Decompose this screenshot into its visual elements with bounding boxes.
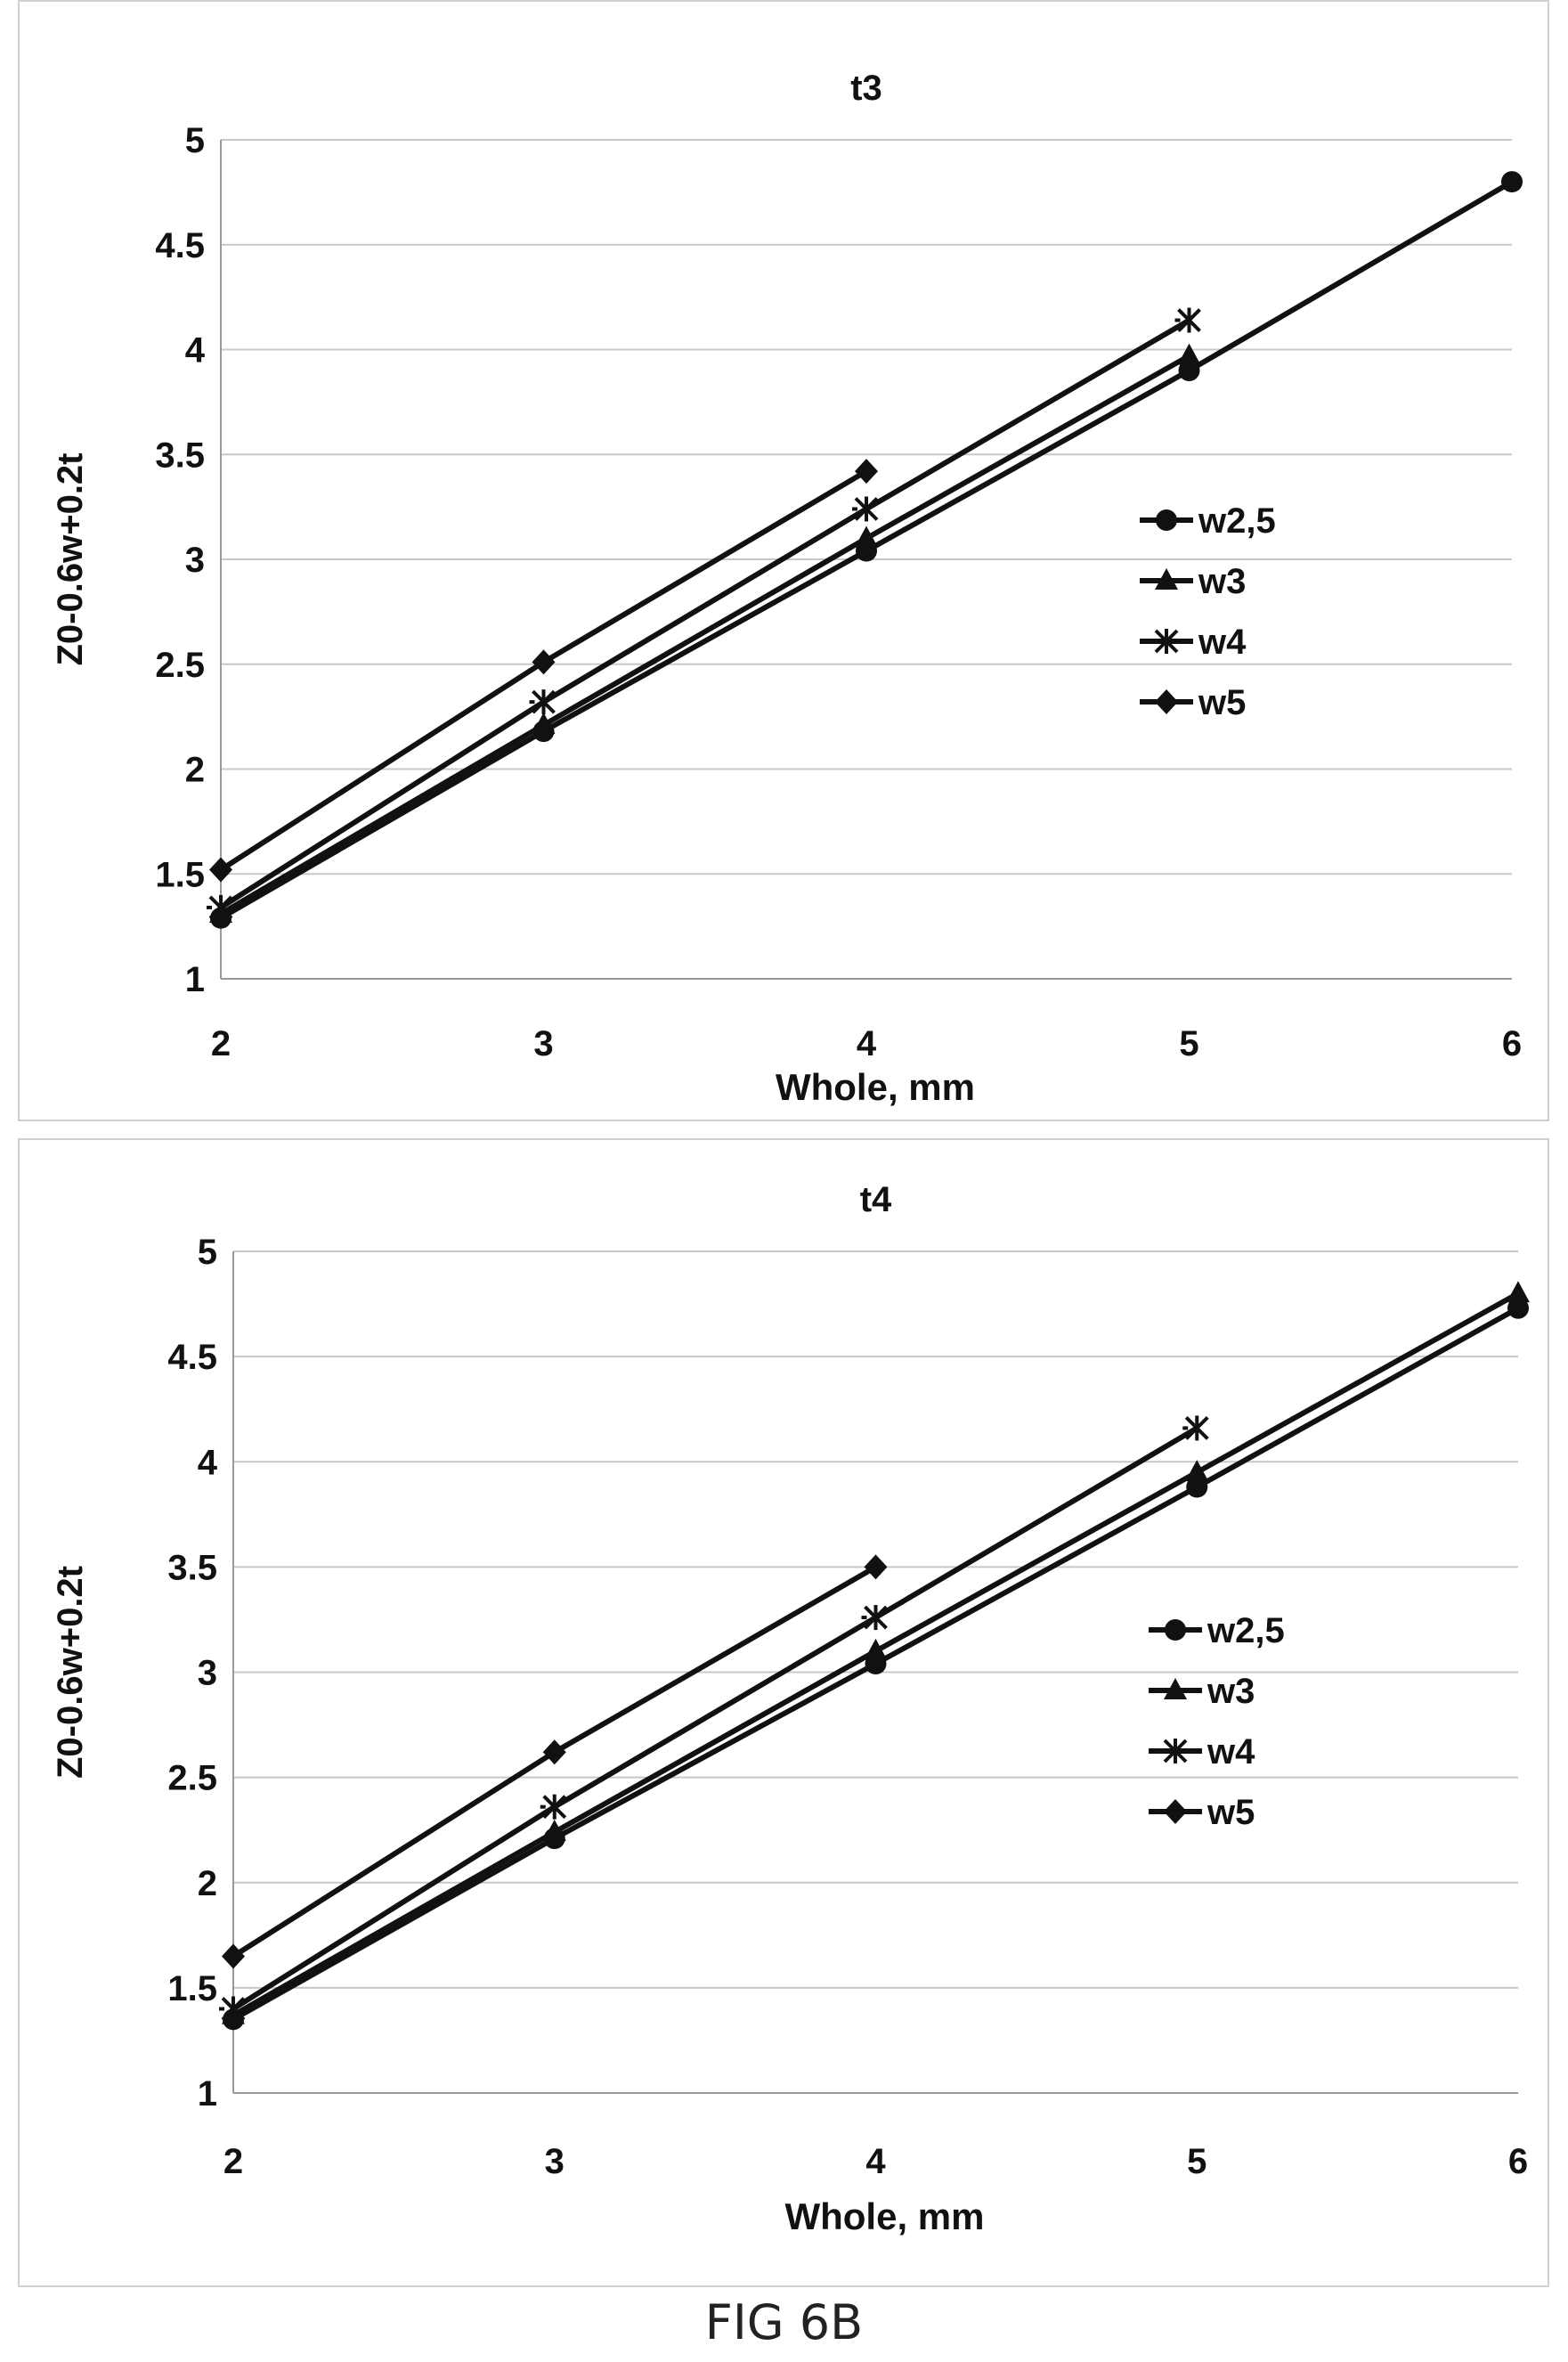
data-point — [1507, 1281, 1530, 1303]
legend-marker — [1152, 629, 1179, 654]
x-axis-label: Whole, mm — [776, 1066, 975, 1108]
y-tick-label: 2.5 — [155, 646, 205, 685]
x-tick-label: 3 — [533, 1024, 553, 1063]
legend-marker — [1164, 1678, 1187, 1699]
y-tick-label: 1 — [185, 960, 205, 999]
chart-t3-svg: t3 1 1.5 2 2.5 3 3.5 4 4.5 5 2 3 4 5 6 Whole, mm Z0-0.6w… — [51, 69, 1523, 1108]
chart-title: t3 — [850, 69, 882, 108]
figure-caption: FIG 6B — [704, 2294, 864, 2350]
legend-marker — [1155, 568, 1178, 590]
y-tick-label: 5 — [185, 121, 205, 160]
data-point — [542, 1820, 566, 1842]
y-tick-label: 1.5 — [167, 1969, 217, 2008]
legend-label: w4 — [1206, 1732, 1255, 1772]
data-point — [864, 1554, 888, 1580]
legend-marker — [1156, 509, 1177, 531]
data-point — [532, 713, 556, 735]
legend-label: w4 — [1198, 623, 1247, 662]
x-tick-label: 6 — [1508, 2142, 1528, 2181]
data-point — [540, 1794, 567, 1820]
chart-t3: t3 1 1.5 2 2.5 3 3.5 4 4.5 5 2 3 4 5 6 Whole, mm Z0-0.6w… — [18, 0, 1549, 1121]
y-tick-label: 4.5 — [155, 226, 205, 265]
legend-label: w2,5 — [1206, 1611, 1285, 1650]
y-tick-label: 3 — [185, 541, 205, 580]
x-tick-label: 2 — [223, 2142, 243, 2181]
data-point — [1177, 343, 1201, 365]
legend-marker — [1155, 689, 1178, 714]
data-point — [1178, 360, 1200, 382]
x-tick-label: 4 — [857, 1024, 877, 1063]
data-point — [861, 1605, 888, 1631]
y-tick-label: 2 — [198, 1864, 217, 1903]
legend-label: w5 — [1206, 1793, 1255, 1832]
data-point — [219, 1996, 246, 2022]
data-point — [852, 496, 879, 522]
chart-t4-svg: t4 1 1.5 2 2.5 3 3.5 4 4.5 5 2 3 4 5 6 Whole, mm Z0-0.6w… — [51, 1180, 1530, 2237]
x-tick-label: 2 — [211, 1024, 231, 1063]
data-point — [222, 1943, 245, 1969]
y-tick-label: 4.5 — [167, 1338, 217, 1377]
y-tick-label: 3 — [198, 1654, 217, 1693]
x-axis-label: Whole, mm — [784, 2195, 984, 2237]
legend-marker — [1161, 1739, 1188, 1763]
x-tick-label: 5 — [1187, 2142, 1206, 2181]
data-point — [1185, 1460, 1209, 1482]
y-tick-label: 1 — [198, 2074, 217, 2114]
y-tick-label: 1.5 — [155, 855, 205, 894]
data-point — [529, 689, 556, 715]
legend-marker — [1164, 1799, 1187, 1824]
legend-label: w5 — [1198, 683, 1246, 722]
legend-label: w3 — [1206, 1672, 1255, 1711]
data-point — [864, 1638, 888, 1660]
y-axis-label: Z0-0.6w+0.2t — [51, 1566, 90, 1779]
data-point — [542, 1739, 566, 1765]
x-tick-label: 4 — [865, 2142, 886, 2181]
legend-label: w3 — [1198, 562, 1246, 601]
y-tick-label: 2 — [185, 751, 205, 790]
y-tick-label: 5 — [198, 1233, 217, 1272]
legend-marker — [1165, 1619, 1186, 1641]
data-point — [855, 525, 878, 548]
data-point — [532, 649, 556, 675]
chart-title: t4 — [860, 1180, 892, 1219]
y-tick-label: 4 — [185, 331, 206, 371]
data-point — [855, 459, 878, 485]
y-tick-label: 3.5 — [167, 1548, 217, 1587]
data-point — [1501, 171, 1523, 193]
legend-label: w2,5 — [1198, 501, 1276, 541]
y-tick-label: 3.5 — [155, 436, 205, 475]
series-line-w3 — [219, 353, 1190, 916]
y-tick-label: 4 — [198, 1443, 218, 1482]
chart-t4: t4 1 1.5 2 2.5 3 3.5 4 4.5 5 2 3 4 5 6 Whole, mm Z0-0.6w… — [18, 1138, 1549, 2287]
series-line-w4 — [219, 317, 1191, 910]
data-point — [1174, 307, 1201, 333]
x-tick-label: 6 — [1502, 1024, 1522, 1063]
y-tick-label: 2.5 — [167, 1759, 217, 1798]
x-tick-label: 3 — [545, 2142, 565, 2181]
data-point — [209, 857, 232, 883]
series-line-w4 — [232, 1425, 1198, 2012]
data-point — [1186, 1476, 1208, 1498]
data-point — [207, 894, 233, 920]
data-point — [1182, 1415, 1209, 1441]
data-point — [1507, 1297, 1529, 1319]
x-tick-label: 5 — [1179, 1024, 1198, 1063]
y-axis-label: Z0-0.6w+0.2t — [51, 452, 90, 665]
